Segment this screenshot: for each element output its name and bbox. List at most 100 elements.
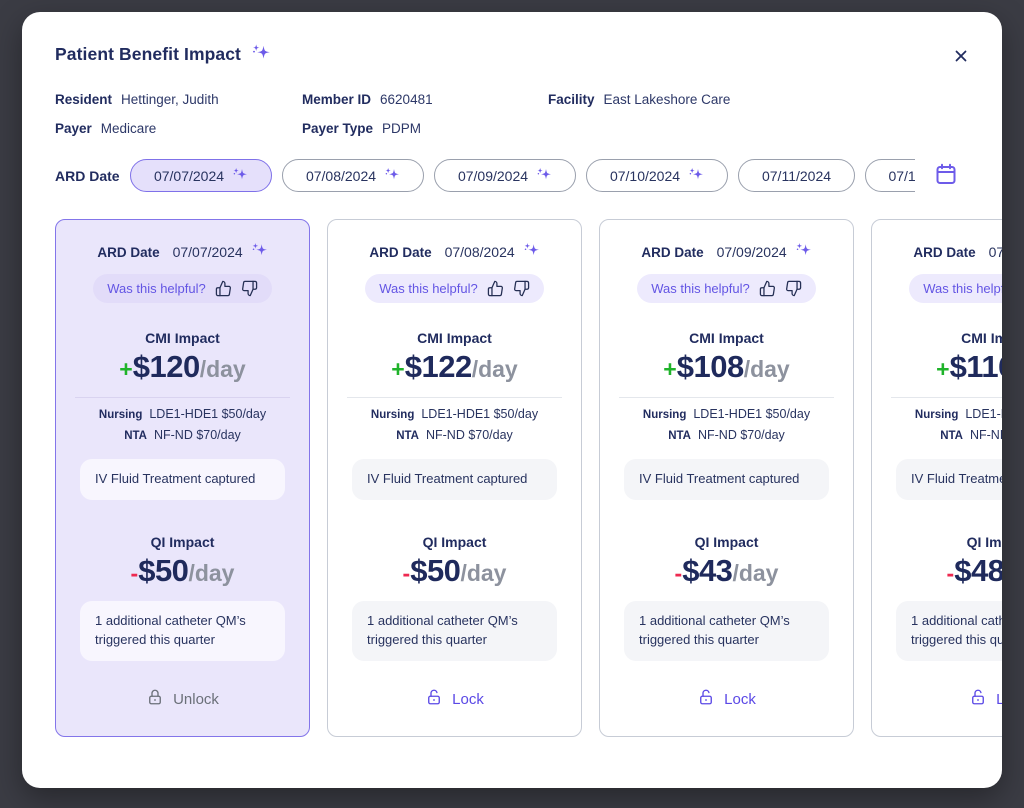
cmi-impact-title: CMI Impact <box>961 330 1002 346</box>
payer-type-field: Payer Type PDPM <box>302 121 548 136</box>
benefit-card[interactable]: ARD Date 07/08/2024 Was this helpful? CM… <box>327 219 582 737</box>
member-id-field: Member ID 6620481 <box>302 92 548 107</box>
card-ard-date: ARD Date 07/10/2024 <box>913 244 1002 260</box>
divider <box>347 397 562 398</box>
chip-date: 07/08/2024 <box>305 167 377 184</box>
ai-sparkle-icon <box>251 42 271 67</box>
feedback-pill: Was this helpful? <box>637 274 816 303</box>
ard-date-selector: ARD Date 07/07/2024 07/08/2024 07/09/202… <box>55 159 1002 192</box>
qi-impact-title: QI Impact <box>966 533 1002 550</box>
lock-open-icon <box>697 688 715 710</box>
qi-impact-value: - $43/day <box>674 552 779 588</box>
qi-note: 1 additional catheter QM’s triggered thi… <box>624 600 829 661</box>
cmi-note: IV Fluid Treatment captured <box>80 459 285 500</box>
cmi-note: IV Fluid Treatment captured <box>624 459 829 500</box>
facility-label: Facility <box>548 92 595 107</box>
modal-header: Patient Benefit Impact <box>22 12 1002 72</box>
facility-field: Facility East Lakeshore Care <box>548 92 972 107</box>
card-ard-date: ARD Date 07/09/2024 <box>641 241 811 263</box>
cmi-impact-title: CMI Impact <box>417 330 492 346</box>
ard-chip[interactable]: 07/12/2024 <box>865 159 915 192</box>
qi-note: 1 additional catheter QM’s triggered thi… <box>896 600 1002 661</box>
thumbs-up-button[interactable] <box>215 280 232 297</box>
ard-chip[interactable]: 07/07/2024 <box>130 159 272 192</box>
cmi-impact-title: CMI Impact <box>145 330 220 346</box>
feedback-question: Was this helpful? <box>923 281 1002 296</box>
ard-chip[interactable]: 07/10/2024 <box>586 159 728 192</box>
chip-date: 07/11/2024 <box>761 167 832 184</box>
chip-date: 07/09/2024 <box>457 167 529 184</box>
calendar-icon <box>934 163 958 189</box>
unlock-button[interactable]: Unlock <box>140 686 225 712</box>
lock-open-icon <box>969 688 987 710</box>
lock-button[interactable]: Lock <box>691 686 762 712</box>
divider <box>75 397 290 398</box>
nta-detail: NTA NF-ND $70/day <box>124 428 241 442</box>
chip-date: 07/12/2024 <box>888 167 915 184</box>
ard-chip[interactable]: 07/08/2024 <box>282 159 424 192</box>
thumbs-up-button[interactable] <box>487 280 504 297</box>
resident-value: Hettinger, Judith <box>121 92 219 107</box>
payer-label: Payer <box>55 121 92 136</box>
feedback-question: Was this helpful? <box>379 281 478 296</box>
lock-closed-icon <box>146 688 164 710</box>
ard-date-row-label: ARD Date <box>55 167 120 184</box>
cmi-impact-value: +$116/day <box>936 349 1002 384</box>
thumbs-down-button[interactable] <box>241 280 258 297</box>
cmi-impact-title: CMI Impact <box>689 330 764 346</box>
qi-note: 1 additional catheter QM’s triggered thi… <box>352 600 557 661</box>
ai-sparkle-icon <box>795 241 812 263</box>
cmi-impact-value: + $120/day <box>119 349 246 384</box>
ai-sparkle-icon <box>232 166 248 185</box>
chip-date: 07/10/2024 <box>609 167 681 184</box>
payer-type-value: PDPM <box>382 121 422 136</box>
qi-impact-title: QI Impact <box>694 533 759 550</box>
ard-chip[interactable]: 07/09/2024 <box>434 159 576 192</box>
lock-button[interactable]: Lock <box>419 686 490 712</box>
nursing-detail: Nursing LDE1-HDE1 $50/day <box>98 407 267 421</box>
thumbs-down-button[interactable] <box>513 280 530 297</box>
ai-sparkle-icon <box>523 241 540 263</box>
card-ard-date: ARD Date 07/07/2024 <box>97 241 267 263</box>
qi-impact-value: - $50/day <box>402 552 507 588</box>
patient-info: Resident Hettinger, Judith Member ID 662… <box>55 92 972 136</box>
feedback-pill: Was this helpful? <box>909 274 1002 303</box>
cmi-note: IV Fluid Treatment captured <box>352 459 557 500</box>
benefit-card[interactable]: ARD Date 07/07/2024 Was this helpful? CM… <box>55 219 310 737</box>
benefit-cards-row: ARD Date 07/07/2024 Was this helpful? CM… <box>55 219 1002 737</box>
resident-field: Resident Hettinger, Judith <box>55 92 302 107</box>
feedback-question: Was this helpful? <box>107 281 206 296</box>
resident-label: Resident <box>55 92 113 107</box>
nta-detail: NTA NF-ND $70/day <box>396 428 513 442</box>
qi-note: 1 additional catheter QM’s triggered thi… <box>80 600 285 661</box>
ard-chip-list: 07/07/2024 07/08/2024 07/09/2024 07/10/2… <box>130 159 915 192</box>
ard-chip[interactable]: 07/11/2024 <box>738 159 855 192</box>
lock-button[interactable]: Lock <box>963 686 1002 712</box>
close-icon <box>952 50 970 68</box>
cmi-impact-value: + $108/day <box>663 349 790 384</box>
benefit-card[interactable]: ARD Date 07/10/2024 Was this helpful? CM… <box>871 219 1002 737</box>
thumbs-down-button[interactable] <box>785 280 802 297</box>
nursing-detail: Nursing LDE1-HDE1 $50/day <box>642 407 811 421</box>
thumbs-up-button[interactable] <box>759 280 776 297</box>
divider <box>619 397 834 398</box>
lock-open-icon <box>425 688 443 710</box>
ai-sparkle-icon <box>251 241 268 263</box>
qi-impact-title: QI Impact <box>422 533 487 550</box>
close-button[interactable] <box>948 43 974 72</box>
page-title: Patient Benefit Impact <box>55 44 241 64</box>
qi-impact-value: -$48/day <box>946 552 1002 588</box>
qi-impact-value: - $50/day <box>130 552 235 588</box>
card-ard-date: ARD Date 07/08/2024 <box>369 241 539 263</box>
cmi-impact-value: + $122/day <box>391 349 518 384</box>
patient-benefit-impact-modal: Patient Benefit Impact Resident Hettinge… <box>22 12 1002 788</box>
calendar-button[interactable] <box>932 160 960 191</box>
nta-detail: NTA NF-ND $70/day <box>668 428 785 442</box>
nta-detail: NTA NF-ND $70/day <box>940 428 1002 442</box>
facility-value: East Lakeshore Care <box>603 92 731 107</box>
payer-field: Payer Medicare <box>55 121 302 136</box>
ai-sparkle-icon <box>688 166 704 185</box>
benefit-card[interactable]: ARD Date 07/09/2024 Was this helpful? CM… <box>599 219 854 737</box>
cmi-note: IV Fluid Treatment captured <box>896 459 1002 500</box>
chip-date: 07/07/2024 <box>153 167 225 184</box>
